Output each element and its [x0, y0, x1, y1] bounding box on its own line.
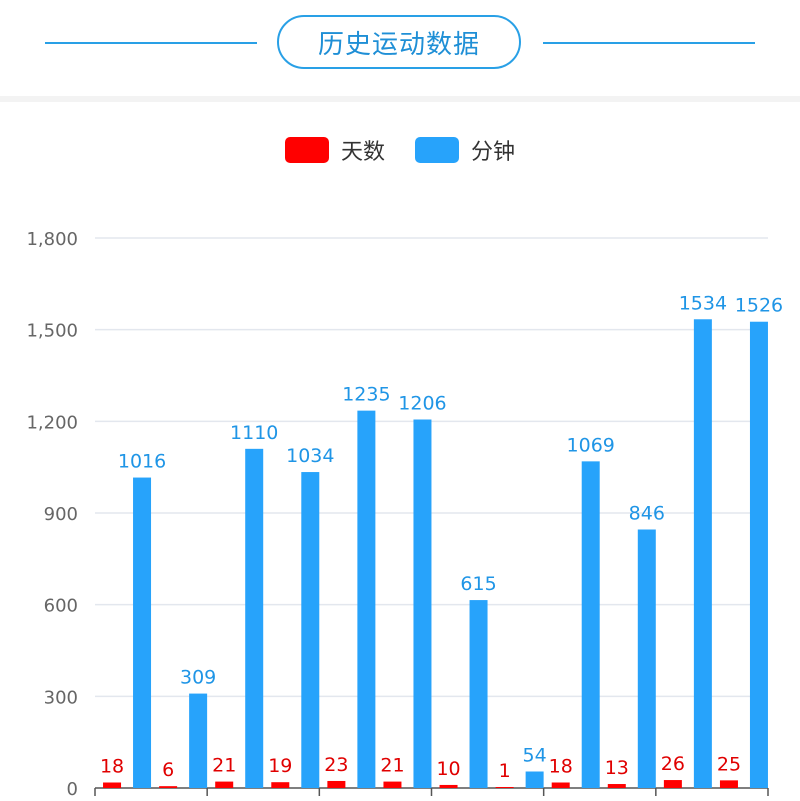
legend-label-days: 天数 [340, 140, 385, 165]
bar-minutes[interactable] [525, 771, 544, 789]
legend-label-minutes: 分钟 [471, 140, 516, 165]
page-header: 历史运动数据 [0, 0, 800, 96]
y-tick-label: 0 [67, 779, 78, 800]
bar-minutes[interactable] [133, 477, 152, 788]
data-label-minutes: 846 [629, 503, 665, 525]
data-label-minutes: 1206 [398, 393, 446, 415]
bar-days[interactable] [439, 784, 458, 788]
data-label-days: 18 [100, 756, 124, 778]
data-label-minutes: 1016 [118, 451, 166, 473]
bar-days[interactable] [271, 782, 290, 788]
data-label-minutes: 309 [180, 667, 216, 689]
y-tick-label: 1,800 [26, 229, 78, 250]
bar-minutes[interactable] [301, 472, 320, 788]
data-label-minutes: 1526 [735, 295, 783, 317]
bar-days[interactable] [719, 780, 738, 788]
legend-item-minutes[interactable]: 分钟 [415, 134, 515, 166]
data-label-days: 10 [436, 758, 460, 780]
data-label-days: 21 [380, 755, 404, 777]
data-label-minutes: 54 [523, 745, 547, 767]
bar-days[interactable] [215, 781, 234, 788]
bar-days[interactable] [103, 782, 122, 789]
bar-minutes[interactable] [413, 419, 432, 789]
bar-minutes[interactable] [245, 448, 264, 788]
bar-minutes[interactable] [357, 410, 376, 788]
data-label-days: 23 [324, 754, 348, 776]
data-label-days: 6 [162, 759, 174, 781]
bar-minutes[interactable] [469, 600, 488, 788]
data-label-minutes: 1110 [230, 422, 278, 444]
bar-days[interactable] [607, 784, 626, 788]
page-title: 历史运动数据 [277, 15, 521, 69]
y-tick-label: 300 [44, 687, 78, 708]
legend-swatch-days [284, 137, 329, 163]
bar-days[interactable] [383, 781, 402, 788]
data-label-days: 19 [268, 755, 292, 777]
bar-days[interactable] [551, 782, 570, 789]
data-label-minutes: 615 [460, 573, 496, 595]
data-label-days: 1 [499, 760, 511, 782]
data-label-days: 18 [549, 756, 573, 778]
data-label-days: 13 [605, 757, 629, 779]
header-line-left [45, 42, 257, 44]
y-tick-label: 600 [44, 596, 78, 617]
legend-swatch-minutes [415, 137, 459, 163]
data-label-minutes: 1034 [286, 445, 334, 467]
header-divider [0, 96, 800, 102]
data-label-days: 26 [661, 753, 685, 775]
y-tick-label: 900 [44, 504, 78, 525]
bar-minutes[interactable] [637, 529, 656, 789]
data-label-days: 21 [212, 755, 236, 777]
bar-days[interactable] [159, 786, 178, 788]
y-tick-label: 1,500 [26, 321, 78, 342]
bar-days[interactable] [327, 780, 346, 788]
bar-minutes[interactable] [189, 693, 208, 788]
bar-days[interactable] [495, 787, 514, 788]
bar-minutes[interactable] [693, 319, 712, 788]
data-label-minutes: 1235 [342, 384, 390, 406]
data-label-minutes: 1534 [679, 292, 727, 314]
y-tick-label: 1,200 [26, 412, 78, 433]
data-label-minutes: 1069 [567, 434, 615, 456]
bar-days[interactable] [663, 780, 682, 788]
data-label-days: 25 [717, 753, 741, 775]
header-line-right [543, 42, 755, 44]
legend-item-days[interactable]: 天数 [284, 134, 385, 166]
chart-legend: 天数 分钟 [0, 130, 800, 170]
bar-minutes[interactable] [581, 461, 600, 788]
bar-minutes[interactable] [749, 321, 768, 788]
